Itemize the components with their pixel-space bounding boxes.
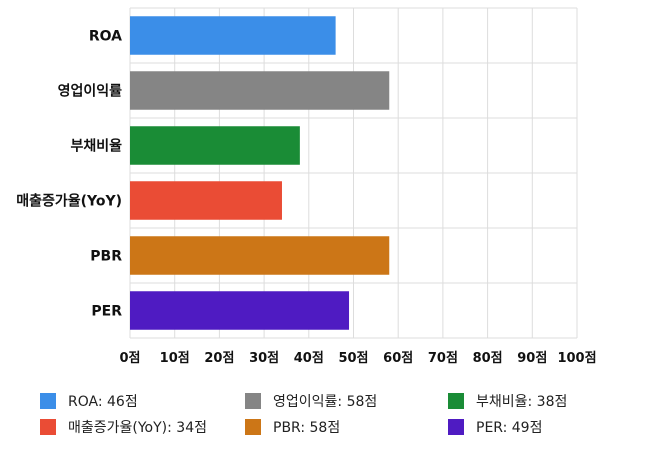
tick-label: 80점 bbox=[473, 351, 503, 366]
tick-label: 40점 bbox=[294, 351, 324, 366]
tick-label: 10점 bbox=[160, 351, 190, 366]
tick-label: 60점 bbox=[383, 351, 413, 366]
bars bbox=[130, 16, 390, 330]
legend-swatch bbox=[448, 393, 464, 409]
gridlines bbox=[129, 7, 578, 339]
tick-label: 50점 bbox=[338, 351, 368, 366]
tick-label: 70점 bbox=[428, 351, 458, 366]
bar bbox=[130, 126, 300, 165]
category-label: ROA bbox=[89, 29, 122, 45]
legend-label: 매출증가율(YoY): 34점 bbox=[68, 420, 207, 436]
category-label: 매출증가율(YoY) bbox=[16, 193, 122, 210]
category-label: 부채비율 bbox=[70, 138, 122, 155]
tick-label: 90점 bbox=[517, 351, 547, 366]
legend-label: ROA: 46점 bbox=[68, 394, 138, 410]
category-label: PBR bbox=[90, 249, 122, 265]
category-label: 영업이익률 bbox=[58, 83, 123, 100]
bar bbox=[130, 236, 390, 275]
bar bbox=[130, 181, 282, 220]
bar bbox=[130, 291, 350, 330]
legend-swatch bbox=[245, 419, 261, 435]
tick-label: 100점 bbox=[557, 351, 596, 366]
legend-label: PBR: 58점 bbox=[273, 420, 340, 436]
legend-label: 영업이익률: 58점 bbox=[273, 394, 377, 410]
tick-label: 30점 bbox=[249, 351, 279, 366]
legend-swatch bbox=[448, 419, 464, 435]
legend-swatch bbox=[40, 419, 56, 435]
legend-label: PER: 49점 bbox=[476, 420, 542, 436]
category-label: PER bbox=[91, 304, 122, 320]
tick-label: 20점 bbox=[204, 351, 234, 366]
bar bbox=[130, 16, 336, 55]
legend-label: 부채비율: 38점 bbox=[476, 394, 567, 410]
x-axis-tick-labels: 0점 10점 20점 30점 40점 50점 60점 70점 80점 90점 100점 bbox=[119, 351, 596, 366]
bar bbox=[130, 71, 390, 110]
legend-swatch bbox=[40, 393, 56, 409]
tick-label: 0점 bbox=[119, 351, 140, 366]
legend-swatch bbox=[245, 393, 261, 409]
